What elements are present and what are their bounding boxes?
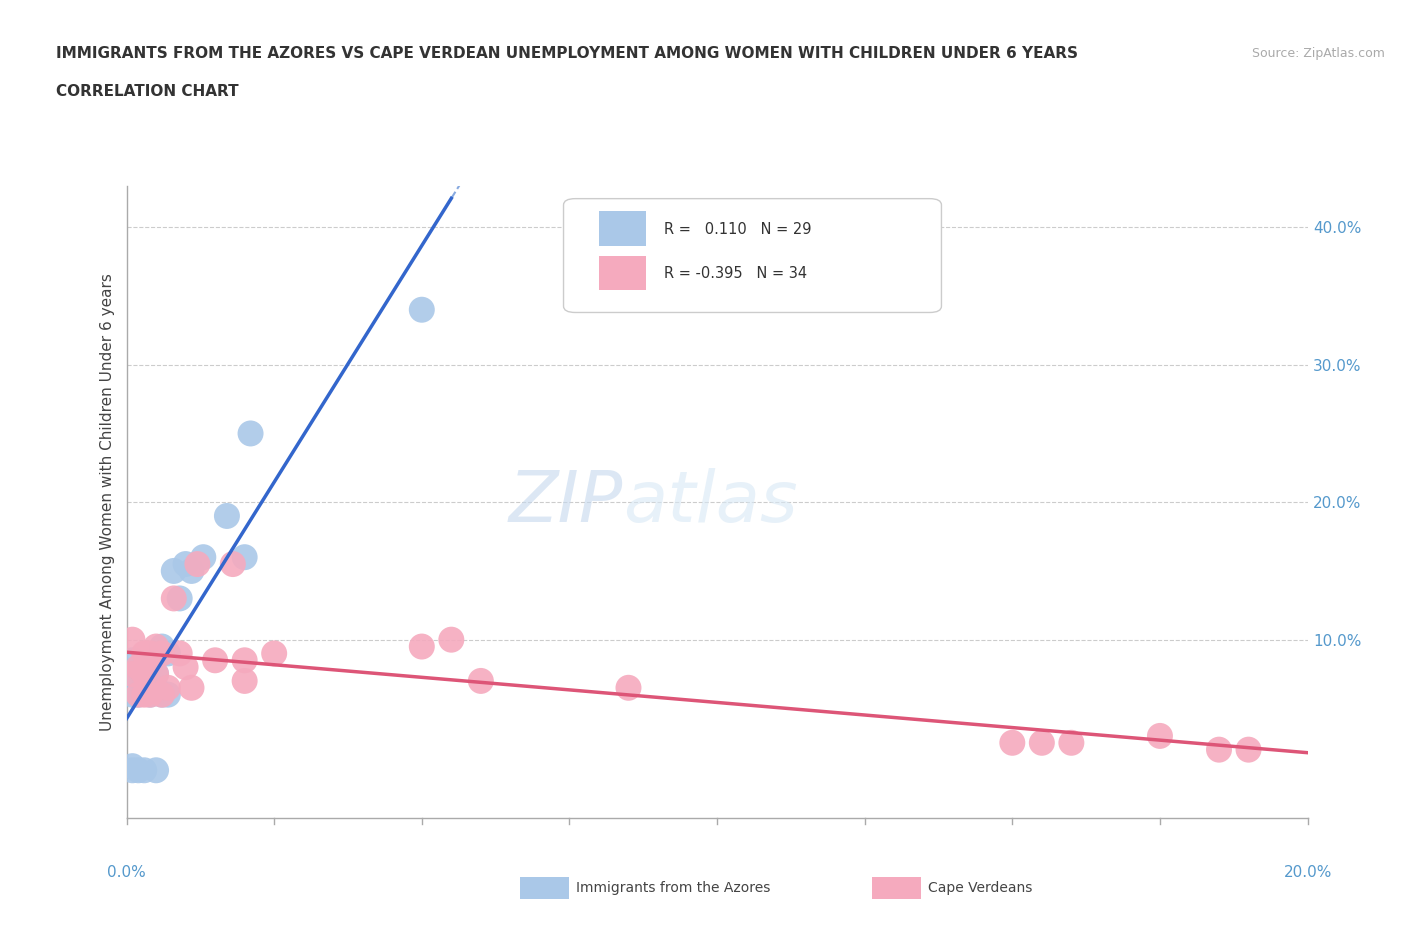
Point [617,681,640,696]
Point [156,681,179,696]
Point [145,763,167,777]
Point [127,687,149,702]
Text: ZIP: ZIP [508,468,623,537]
Point [180,681,202,696]
Point [174,659,197,674]
Point [411,302,433,317]
Point [121,653,143,668]
Point [150,639,173,654]
Point [139,659,162,674]
FancyBboxPatch shape [564,199,942,312]
Point [127,687,149,702]
Text: Cape Verdeans: Cape Verdeans [928,881,1032,896]
Point [174,557,197,572]
Point [127,659,149,674]
Point [150,687,173,702]
Point [1149,728,1171,743]
Point [150,646,173,661]
Text: 20.0%: 20.0% [1284,865,1331,880]
Point [163,564,186,578]
Point [186,557,208,572]
Point [139,687,162,702]
Point [121,667,143,682]
Point [121,759,143,774]
Text: R = -0.395   N = 34: R = -0.395 N = 34 [664,266,807,281]
Point [470,673,492,688]
Point [169,646,191,661]
Point [145,681,167,696]
Point [440,632,463,647]
Point [127,667,149,682]
Point [134,673,156,688]
Point [145,667,167,682]
Point [145,667,167,682]
Point [134,646,156,661]
Point [156,687,179,702]
Point [134,667,156,682]
Text: R =   0.110   N = 29: R = 0.110 N = 29 [664,221,811,236]
Point [193,550,215,565]
Point [121,632,143,647]
Point [263,646,285,661]
Point [233,673,256,688]
Point [1001,736,1024,751]
Point [1237,742,1260,757]
Text: CORRELATION CHART: CORRELATION CHART [56,84,239,99]
Point [180,564,202,578]
FancyBboxPatch shape [599,256,647,290]
Point [163,591,186,605]
Point [121,687,143,702]
Point [121,763,143,777]
Text: Immigrants from the Azores: Immigrants from the Azores [576,881,770,896]
FancyBboxPatch shape [599,211,647,246]
Point [134,659,156,674]
Point [127,763,149,777]
Text: atlas: atlas [623,468,797,537]
Point [139,646,162,661]
Point [222,557,245,572]
Point [1060,736,1083,751]
Point [139,687,162,702]
Point [156,646,179,661]
Point [169,591,191,605]
Point [134,687,156,702]
Point [1208,742,1230,757]
Text: IMMIGRANTS FROM THE AZORES VS CAPE VERDEAN UNEMPLOYMENT AMONG WOMEN WITH CHILDRE: IMMIGRANTS FROM THE AZORES VS CAPE VERDE… [56,46,1078,61]
Point [1031,736,1053,751]
Point [204,653,226,668]
Text: Source: ZipAtlas.com: Source: ZipAtlas.com [1251,46,1385,60]
Point [145,639,167,654]
Point [233,550,256,565]
Point [121,667,143,682]
Text: 0.0%: 0.0% [107,865,146,880]
Point [233,653,256,668]
Point [134,763,156,777]
Y-axis label: Unemployment Among Women with Children Under 6 years: Unemployment Among Women with Children U… [100,273,115,731]
Point [239,426,262,441]
Point [215,509,238,524]
Point [150,687,173,702]
Point [411,639,433,654]
